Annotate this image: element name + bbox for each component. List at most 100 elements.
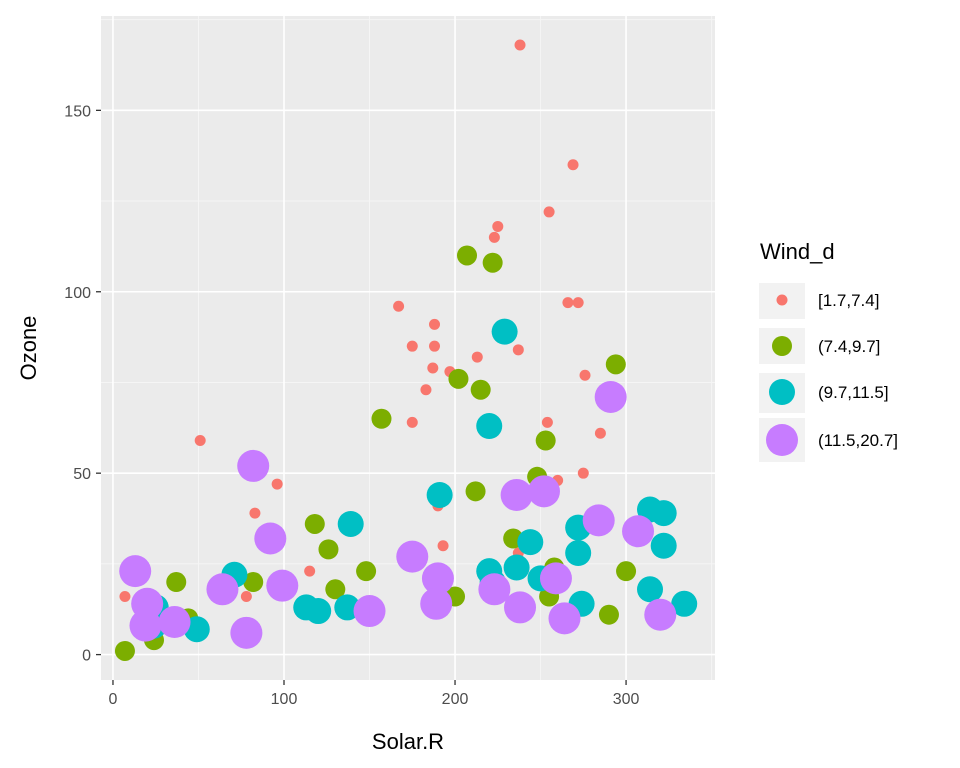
legend-item: (9.7,11.5] — [759, 373, 889, 413]
legend-key-dot — [772, 336, 792, 356]
x-tick-label: 0 — [109, 691, 118, 708]
data-point — [421, 562, 454, 595]
data-point — [396, 540, 429, 573]
y-tick-label: 150 — [64, 103, 91, 120]
data-point — [548, 602, 581, 635]
data-point — [119, 555, 152, 588]
data-point — [535, 430, 556, 451]
data-point — [482, 252, 503, 273]
data-point — [240, 591, 252, 603]
data-point — [427, 362, 439, 374]
data-point — [420, 587, 453, 620]
legend-item: (7.4,9.7] — [759, 328, 880, 364]
legend-key-dot — [769, 379, 795, 405]
data-point — [406, 416, 418, 428]
data-point — [504, 591, 537, 624]
data-point — [337, 510, 364, 537]
data-point — [567, 159, 579, 171]
data-point — [622, 515, 655, 548]
data-point — [457, 245, 478, 266]
data-point — [476, 413, 503, 440]
data-point — [565, 540, 592, 567]
data-point — [426, 481, 453, 508]
data-point — [594, 380, 627, 413]
data-point — [650, 532, 677, 559]
data-point — [671, 590, 698, 617]
data-point — [437, 540, 449, 552]
y-tick-label: 0 — [82, 648, 91, 665]
legend-key-dot — [766, 424, 798, 456]
major-gridlines — [101, 16, 715, 680]
data-point — [465, 481, 486, 502]
x-tick-label: 300 — [613, 691, 640, 708]
x-tick-label: 100 — [271, 691, 298, 708]
data-point — [406, 340, 418, 352]
data-point — [304, 513, 325, 534]
data-point — [249, 507, 261, 519]
x-tick-label: 200 — [442, 691, 469, 708]
data-point — [527, 475, 560, 508]
data-point — [470, 379, 491, 400]
data-point — [541, 416, 553, 428]
data-point — [114, 640, 135, 661]
data-point — [119, 591, 131, 603]
data-point — [325, 579, 346, 600]
legend-key-dot — [776, 294, 788, 306]
y-axis: 0 50 100 150 — [64, 103, 101, 665]
data-point — [605, 354, 626, 375]
data-point — [305, 598, 332, 625]
data-point — [577, 467, 589, 479]
data-point — [371, 408, 392, 429]
data-point — [166, 572, 187, 593]
data-point — [131, 587, 164, 620]
legend-label: [1.7,7.4] — [818, 291, 879, 310]
legend-item: [1.7,7.4] — [759, 283, 879, 319]
series-2 — [114, 245, 637, 661]
data-point — [539, 562, 572, 595]
data-point — [429, 318, 441, 330]
legend: Wind_d [1.7,7.4] (7.4,9.7] (9.7,11.5] (1… — [759, 239, 898, 462]
data-point — [429, 340, 441, 352]
data-point — [206, 573, 239, 606]
data-point — [562, 297, 574, 309]
data-point — [356, 561, 377, 582]
data-point — [271, 478, 283, 490]
legend-label: (11.5,20.7] — [818, 431, 898, 450]
data-point — [158, 605, 191, 638]
data-point — [512, 344, 524, 356]
minor-gridlines — [101, 16, 715, 680]
data-point — [598, 604, 619, 625]
data-point — [579, 369, 591, 381]
data-point — [420, 384, 432, 396]
data-point — [637, 576, 664, 603]
data-point — [514, 39, 526, 51]
data-points — [114, 39, 698, 661]
x-axis-title: Solar.R — [372, 729, 444, 754]
data-point — [448, 368, 469, 389]
data-point — [492, 220, 504, 232]
data-point — [304, 565, 316, 577]
data-point — [237, 449, 270, 482]
series-4 — [119, 380, 677, 649]
data-point — [194, 435, 206, 447]
data-point — [517, 529, 544, 556]
data-point — [644, 598, 677, 631]
y-tick-label: 50 — [73, 466, 91, 483]
data-point — [543, 206, 555, 218]
data-point — [616, 561, 637, 582]
data-point — [318, 539, 339, 560]
x-axis: 0 100 200 300 — [109, 680, 640, 708]
legend-label: (9.7,11.5] — [818, 383, 889, 402]
y-tick-label: 100 — [64, 285, 91, 302]
data-point — [243, 572, 264, 593]
data-point — [572, 297, 584, 309]
legend-label: (7.4,9.7] — [818, 337, 880, 356]
data-point — [254, 522, 287, 555]
data-point — [650, 500, 677, 527]
data-point — [478, 573, 511, 606]
data-point — [393, 300, 405, 312]
y-axis-title: Ozone — [16, 316, 41, 381]
data-point — [500, 478, 533, 511]
data-point — [503, 554, 530, 581]
data-point — [488, 231, 500, 243]
